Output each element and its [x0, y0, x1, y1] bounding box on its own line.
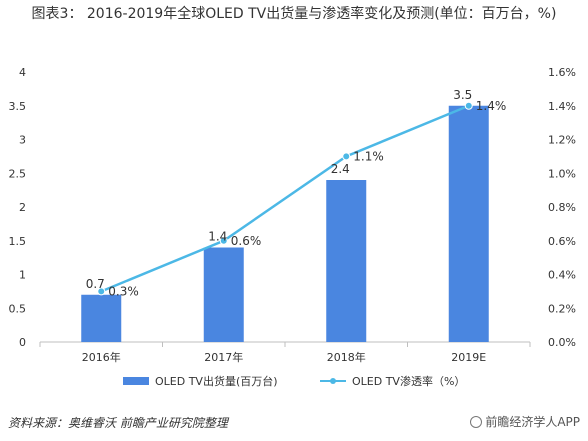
- line-value-label: 0.6%: [231, 234, 262, 248]
- y-left-tick-label: 4: [19, 66, 26, 79]
- legend-swatch-bar: [123, 377, 149, 385]
- line-point: [97, 287, 106, 296]
- line-value-label: 1.4%: [476, 99, 507, 113]
- bar-series: [81, 105, 489, 342]
- y-left-tick-label: 2.5: [9, 167, 27, 180]
- y-left-tick-label: 2: [19, 201, 26, 214]
- legend-item-line: OLED TV渗透率（%）: [320, 373, 465, 389]
- legend-label-bar: OLED TV出货量(百万台): [155, 375, 278, 388]
- y-right-tick-label: 1.0%: [548, 167, 576, 180]
- line-point: [464, 101, 473, 110]
- bar: [203, 247, 244, 342]
- brand-text: 前瞻经济学人APP: [485, 415, 580, 429]
- y-right-tick-label: 0.0%: [548, 336, 576, 349]
- bar: [448, 105, 489, 342]
- y-right-tick-label: 1.4%: [548, 100, 576, 113]
- line-series: [97, 101, 473, 296]
- bar: [81, 294, 122, 342]
- chart-title: 图表3： 2016-2019年全球OLED TV出货量与渗透率变化及预测(单位：…: [31, 6, 557, 22]
- legend-label-line: OLED TV渗透率（%）: [352, 375, 466, 388]
- line-point: [219, 236, 228, 245]
- brand-icon: [470, 415, 483, 428]
- data-labels: 0.7 1.4 2.4 3.5 0.3% 0.6% 1.1% 1.4%: [86, 88, 507, 299]
- bar: [326, 180, 367, 342]
- y-left-tick-label: 3.5: [9, 100, 27, 113]
- legend-item-bar: OLED TV出货量(百万台): [123, 373, 278, 389]
- x-tick-label: 2018年: [327, 350, 366, 364]
- y-right-tick-label: 1.6%: [548, 66, 576, 79]
- source-note: 资料来源：奥维睿沃 前瞻产业研究院整理: [8, 416, 228, 430]
- y-left-tick-label: 3: [19, 134, 26, 147]
- brand-mark: 前瞻经济学人APP: [470, 413, 580, 430]
- x-tick-label: 2017年: [204, 350, 243, 364]
- y-left-tick-label: 1: [19, 269, 26, 282]
- bar-value-label: 1.4: [208, 230, 227, 244]
- legend-swatch-line: [320, 376, 346, 386]
- y-left-tick-label: 0: [19, 336, 26, 349]
- bar-value-label: 0.7: [86, 277, 105, 291]
- y-left-tick-label: 0.5: [9, 302, 27, 315]
- axes: 2016年 2017年 2018年 2019E 0 0.5 1 1.5 2 2.5 3 3.5 4 0.0…: [9, 66, 577, 364]
- line-path: [100, 104, 470, 293]
- legend: OLED TV出货量(百万台) OLED TV渗透率（%）: [0, 373, 588, 391]
- y-right-tick-label: 1.2%: [548, 134, 576, 147]
- y-right-tick-label: 0.2%: [548, 302, 576, 315]
- line-point: [342, 152, 351, 161]
- x-tick-label: 2019E: [451, 351, 486, 364]
- y-right-tick-label: 0.6%: [548, 235, 576, 248]
- x-tick-label: 2016年: [82, 350, 121, 364]
- y-right-tick-label: 0.8%: [548, 201, 576, 214]
- y-right-tick-label: 0.4%: [548, 269, 576, 282]
- bar-value-label: 3.5: [453, 88, 472, 102]
- bar-value-label: 2.4: [331, 162, 350, 176]
- line-value-label: 0.3%: [108, 284, 139, 298]
- line-value-label: 1.1%: [353, 149, 384, 163]
- y-left-tick-label: 1.5: [9, 235, 27, 248]
